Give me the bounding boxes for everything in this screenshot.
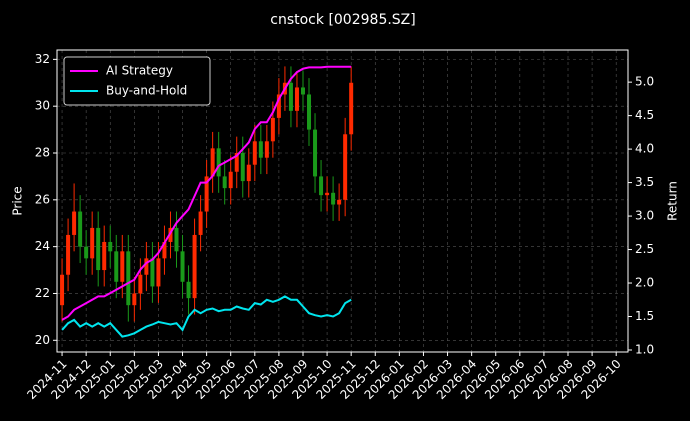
candle-body [325,192,330,196]
candle-body [132,293,137,306]
candle-body [78,211,83,247]
legend-box [63,56,211,106]
candle-body [126,251,131,306]
candle-body [349,82,354,135]
candle-body [60,274,65,306]
y2-axis-label: Return [666,181,680,221]
candle-body [114,251,119,282]
y2-tick-label: 2.5 [635,242,654,256]
y-tick-label: 20 [35,333,50,347]
candle-body [307,94,312,130]
candle-body [90,227,95,259]
candle-body [240,153,245,182]
candle-body [210,148,215,177]
y2-tick-label: 4.5 [635,108,654,122]
candle-body [222,176,227,189]
candle-body [162,241,167,259]
y2-tick-label: 3.5 [635,175,654,189]
candle-body [337,199,342,205]
candle-body [174,227,179,252]
candle-body [156,258,161,287]
candle-body [198,211,203,235]
y2-tick-label: 1.0 [635,342,654,356]
candle-body [228,171,233,189]
candle-body [246,164,251,182]
candle-body [180,251,185,282]
y-axis-label: Price [11,186,25,215]
candle-body [300,87,305,95]
candle-body [313,129,318,177]
y-tick-label: 24 [35,239,50,253]
legend-label: AI Strategy [106,64,173,78]
legend-label: Buy-and-Hold [106,84,187,98]
y2-tick-label: 5.0 [635,75,654,89]
line-series [61,65,352,321]
candle-body [319,176,324,196]
y-tick-label: 26 [35,192,50,206]
candle-body [96,227,101,271]
candle-body [144,258,149,275]
candle-body [216,148,221,177]
chart-title: cnstock [002985.SZ] [270,12,415,28]
candle-body [84,246,89,259]
y-tick-label: 32 [35,52,50,66]
y2-tick-label: 3.0 [635,209,654,223]
candle-body [120,251,125,282]
candle-body [168,227,173,242]
candle-body [288,82,293,111]
candle-body [72,211,77,235]
candle-body [102,241,107,271]
candle-body [138,274,143,294]
y2-tick-label: 1.5 [635,309,654,323]
candle-body [204,176,209,212]
line-series [61,295,352,338]
y-tick-label: 30 [35,99,50,113]
y-tick-label: 28 [35,146,50,160]
plot-frame [56,49,629,353]
candle-body [108,241,113,252]
candle-body [186,281,191,299]
candle-body [264,141,269,158]
y2-tick-label: 2.0 [635,276,654,290]
candle-body [343,134,348,200]
candle-body [192,234,197,299]
candle-body [258,141,263,158]
candle-body [276,94,281,118]
candle-body [294,87,299,111]
y-tick-label: 22 [35,286,50,300]
candle-body [234,153,239,172]
candle-body [252,141,257,165]
candle-body [150,258,155,287]
candle-body [331,192,336,205]
candle-body [66,234,71,275]
y2-tick-label: 4.0 [635,142,654,156]
candle-body [270,117,275,142]
